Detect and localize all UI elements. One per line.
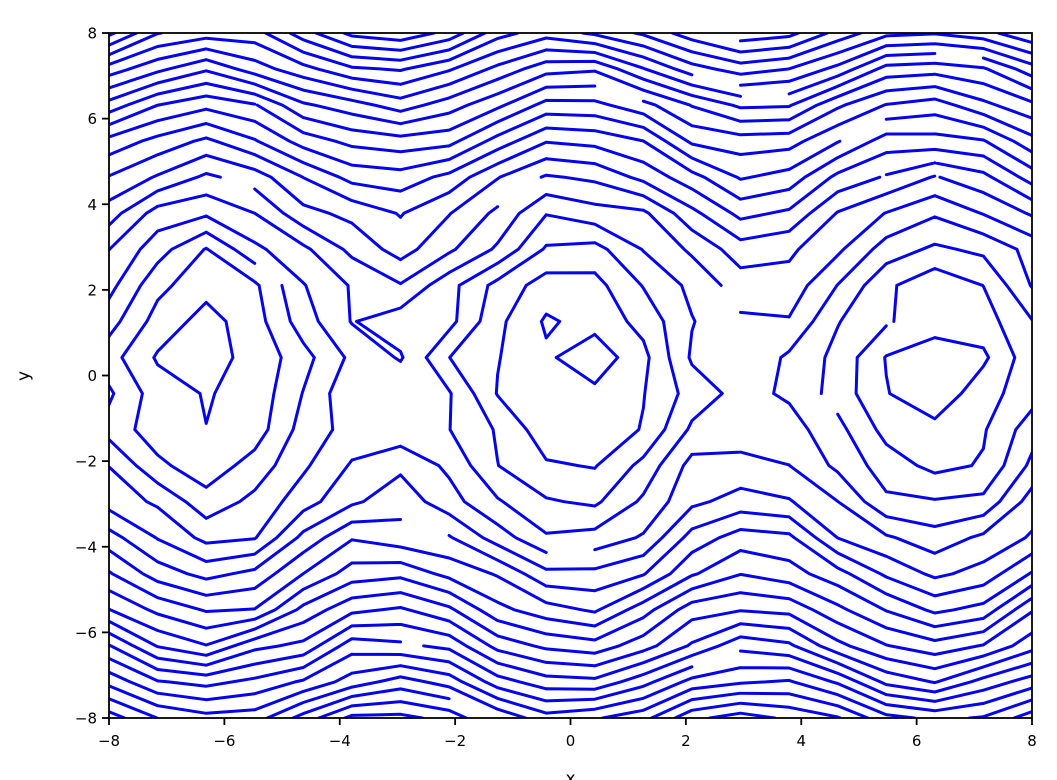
x-tick-label: 2 <box>681 732 691 750</box>
x-tick-label: 0 <box>566 732 576 750</box>
x-axis-label: x <box>565 769 575 780</box>
y-tick-label: −8 <box>75 710 97 728</box>
x-tick-label: −4 <box>329 732 351 750</box>
x-tick-label: −8 <box>98 732 120 750</box>
y-axis-label: y <box>14 371 34 381</box>
y-tick-label: 6 <box>87 110 97 128</box>
x-tick-label: 4 <box>796 732 806 750</box>
y-tick-label: −6 <box>75 624 97 642</box>
contour-lines <box>109 33 1032 718</box>
y-tick-label: 2 <box>87 281 97 299</box>
y-axis-ticks: −8 −6 −4 −2 0 2 4 6 8 <box>75 25 109 728</box>
y-tick-label: 0 <box>87 367 97 385</box>
y-tick-label: 8 <box>87 25 97 43</box>
x-tick-label: 8 <box>1027 732 1037 750</box>
y-tick-label: 4 <box>87 196 97 214</box>
y-tick-label: −2 <box>75 453 97 471</box>
x-tick-label: −6 <box>213 732 235 750</box>
x-tick-label: −2 <box>444 732 466 750</box>
x-axis-ticks: −8 −6 −4 −2 0 2 4 6 8 <box>98 718 1037 750</box>
y-tick-label: −4 <box>75 538 97 556</box>
x-tick-label: 6 <box>912 732 922 750</box>
